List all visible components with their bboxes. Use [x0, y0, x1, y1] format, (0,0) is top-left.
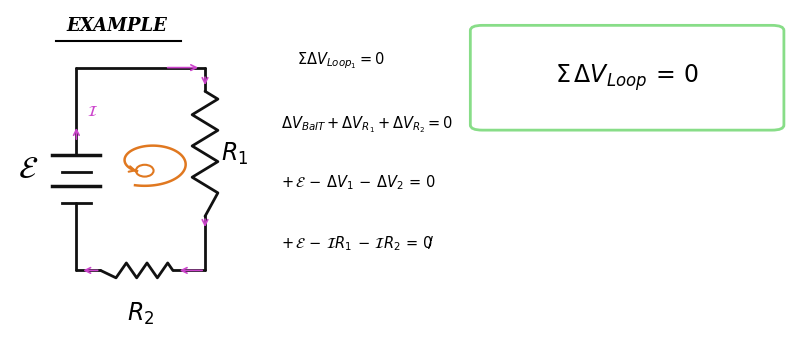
Text: $\mathcal{I}$: $\mathcal{I}$ [87, 104, 98, 119]
FancyBboxPatch shape [470, 25, 783, 130]
Text: $\Delta V_{BaIT} + \Delta V_{R_1} + \Delta V_{R_2} = 0$: $\Delta V_{BaIT} + \Delta V_{R_1} + \Del… [281, 115, 453, 135]
Text: $\Sigma\,\Delta V_{Loop}\,=\,0$: $\Sigma\,\Delta V_{Loop}\,=\,0$ [555, 63, 698, 93]
Text: $\mathcal{E}$: $\mathcal{E}$ [18, 154, 39, 184]
Text: $+\,\mathcal{E}\,-\,\Delta V_1\,-\,\Delta V_2\,=\,0$: $+\,\mathcal{E}\,-\,\Delta V_1\,-\,\Delt… [281, 173, 436, 192]
Text: EXAMPLE: EXAMPLE [66, 17, 167, 35]
Text: $R_2$: $R_2$ [127, 301, 154, 328]
Text: $+\,\mathcal{E}\,-\,\mathcal{I}R_1\,-\,\mathcal{I}R_2\,=\,0\!\!/\!\!/$: $+\,\mathcal{E}\,-\,\mathcal{I}R_1\,-\,\… [281, 234, 434, 253]
Text: $R_1$: $R_1$ [221, 141, 248, 167]
Text: $\Sigma\Delta V_{Loop_1} = 0$: $\Sigma\Delta V_{Loop_1} = 0$ [297, 51, 385, 71]
